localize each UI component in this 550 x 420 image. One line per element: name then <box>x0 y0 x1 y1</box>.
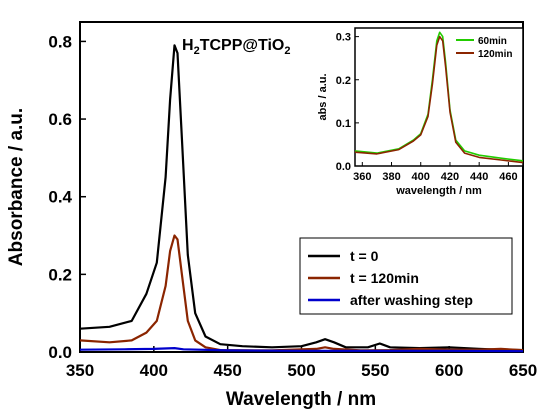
inset-x-axis-label: wavelength / nm <box>395 185 482 197</box>
y-tick-label: 0.2 <box>336 75 351 87</box>
title-part-tcpp: TCPP@TiO <box>200 37 285 54</box>
x-tick-label: 380 <box>382 171 400 183</box>
x-tick-label: 400 <box>140 361 168 380</box>
main-chart: 350 400 450 500 550 600 650 0.0 0.2 0.4 0.6 0.8 Wa… <box>6 21 537 410</box>
x-tick-label: 420 <box>441 171 459 183</box>
main-legend: t = 0 t = 120min after washing step <box>299 237 513 315</box>
y-tick-label: 0.6 <box>48 110 72 129</box>
main-legend-box <box>299 237 513 315</box>
legend-label-washing: after washing step <box>350 292 473 308</box>
y-tick-label: 0.2 <box>48 265 72 284</box>
x-tick-label: 360 <box>353 171 371 183</box>
y-tick-label: 0.0 <box>336 161 351 173</box>
inset-y-tick-labels: 0.0 0.1 0.2 0.3 <box>336 32 351 173</box>
legend-label-t0: t = 0 <box>350 248 379 264</box>
x-tick-label: 500 <box>287 361 315 380</box>
title-subscript-1: 2 <box>194 45 200 57</box>
x-tick-label: 600 <box>435 361 463 380</box>
main-series <box>79 44 524 353</box>
main-x-axis-label: Wavelength / nm <box>226 389 376 410</box>
inset-series <box>354 31 524 164</box>
main-chart-title: H2TCPP@TiO2 <box>182 37 290 57</box>
y-tick-label: 0.4 <box>48 188 72 207</box>
x-tick-label: 650 <box>509 361 537 380</box>
x-tick-label: 450 <box>213 361 241 380</box>
series-line-1 <box>354 35 524 164</box>
inset-chart: 360 380 400 420 440 460 0.0 0.1 0.2 0.3 waveleng… <box>317 27 524 197</box>
inset-y-axis-label: abs / a.u. <box>317 73 329 120</box>
x-tick-label: 550 <box>361 361 389 380</box>
inset-legend-label-120: 120min <box>478 49 512 60</box>
title-part-h: H <box>182 37 194 54</box>
series-line-1 <box>79 234 524 352</box>
x-tick-label: 400 <box>412 171 430 183</box>
inset-ticks <box>355 36 509 167</box>
main-y-axis-label: Absorbance / a.u. <box>6 108 27 266</box>
inset-legend-label-60: 60min <box>478 36 507 47</box>
inset-legend: 60min 120min <box>456 36 512 60</box>
x-tick-label: 460 <box>499 171 517 183</box>
y-tick-label: 0.3 <box>336 32 351 44</box>
y-tick-label: 0.1 <box>336 118 351 130</box>
legend-label-t120: t = 120min <box>350 270 419 286</box>
x-tick-label: 440 <box>470 171 488 183</box>
main-x-tick-labels: 350 400 450 500 550 600 650 <box>66 361 537 380</box>
inset-plot-frame <box>354 27 524 167</box>
main-y-tick-labels: 0.0 0.2 0.4 0.6 0.8 <box>48 32 72 362</box>
y-tick-label: 0.8 <box>48 32 72 51</box>
title-subscript-2: 2 <box>284 45 290 57</box>
y-tick-label: 0.0 <box>48 343 72 362</box>
inset-x-tick-labels: 360 380 400 420 440 460 <box>353 171 517 183</box>
series-line-2 <box>79 347 524 353</box>
x-tick-label: 350 <box>66 361 94 380</box>
series-line-0 <box>79 44 524 352</box>
